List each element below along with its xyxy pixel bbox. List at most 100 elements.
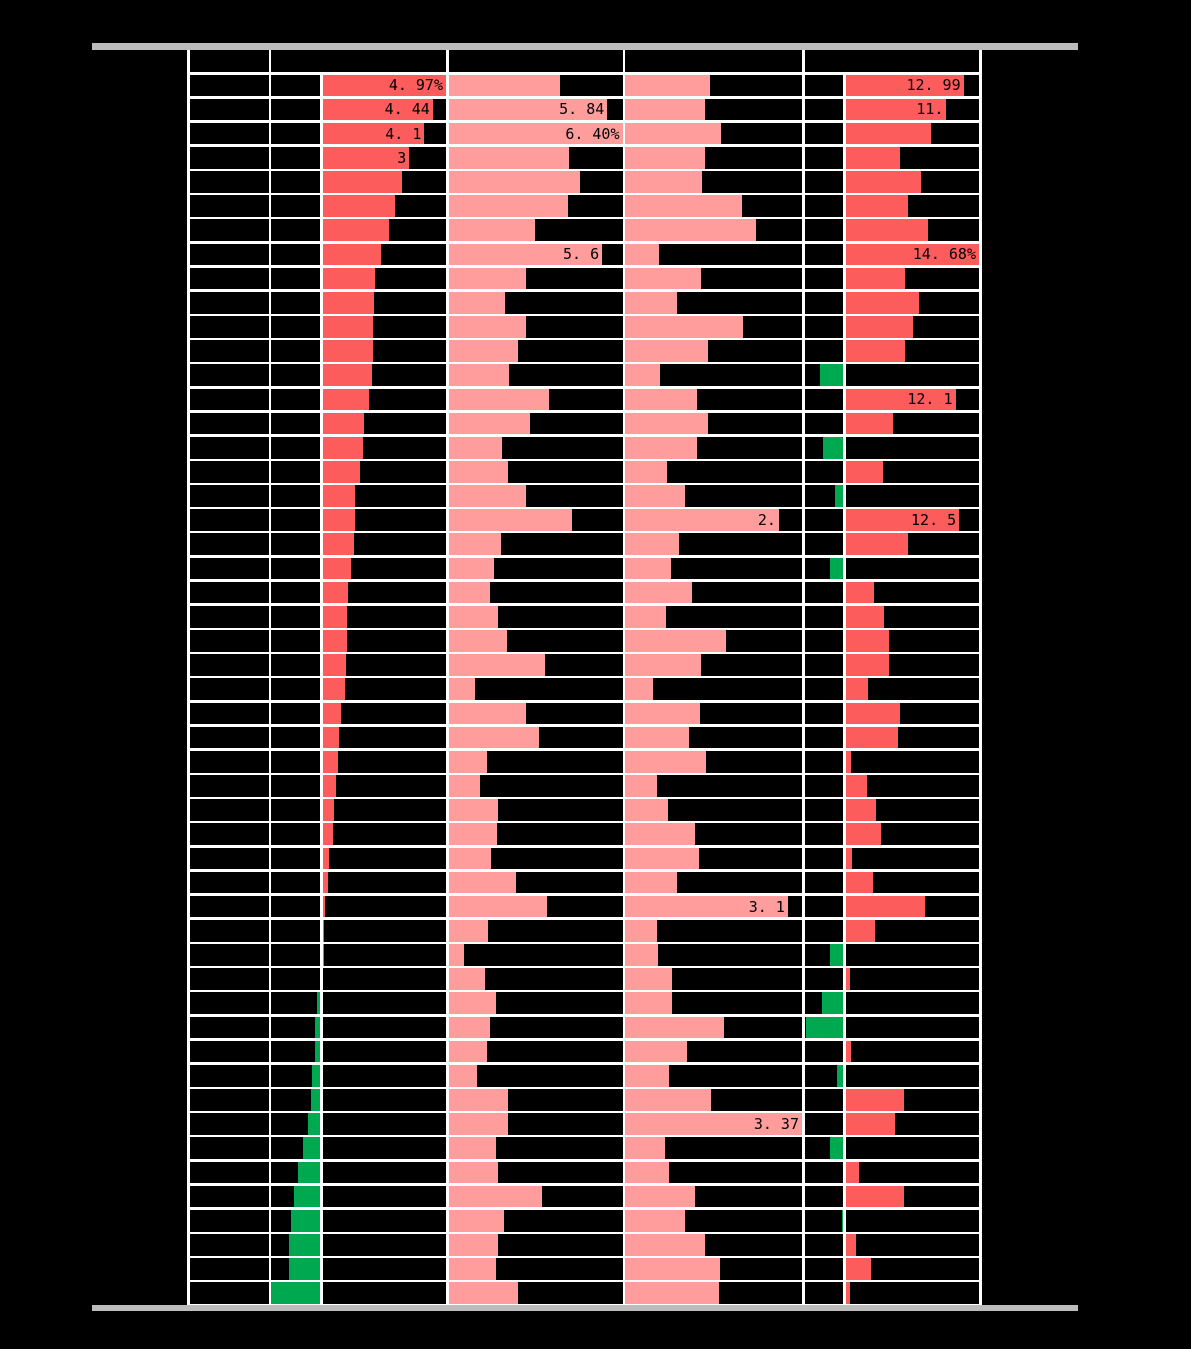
chartA-bar [312, 1064, 320, 1087]
chartD-positive-zone [845, 267, 979, 290]
chartB-cell [448, 461, 623, 483]
chartD-bar [845, 654, 890, 676]
chartD-bar [845, 1113, 895, 1135]
chartC-cell [625, 461, 802, 483]
chartC-cell [625, 267, 802, 290]
chartB-cell [448, 968, 623, 990]
chartC-bar [625, 823, 695, 846]
chartD-negative-zone [804, 1234, 843, 1256]
chartC-cell [625, 750, 802, 773]
chartA-positive-zone [322, 919, 446, 942]
row-label-cell [189, 992, 269, 1015]
chartC-cell [625, 74, 802, 97]
chartD-positive-zone [845, 436, 979, 459]
chartA-bar: 3 [322, 146, 410, 169]
chartA-positive-zone [322, 823, 446, 846]
chartD-negative-zone [804, 775, 843, 797]
chartA-positive-zone [322, 654, 446, 676]
chartC-bar [625, 1137, 665, 1160]
chartA-negative-zone [271, 1282, 320, 1304]
chartB-cell: 5. 6 [448, 243, 623, 266]
chartD-bar-label: 14. 68% [912, 245, 976, 264]
chartD-positive-zone [845, 847, 979, 870]
chartD-positive-zone [845, 1113, 979, 1135]
chartD-bar [845, 316, 913, 338]
chartB-bar [448, 581, 490, 604]
chartC-cell [625, 243, 802, 266]
chartD-negative-zone [804, 1161, 843, 1184]
chartD-positive-zone [845, 1137, 979, 1160]
chartA-positive-zone: 4. 1 [322, 122, 446, 145]
chartC-cell [625, 533, 802, 556]
chartD-negative-zone [804, 1185, 843, 1208]
chartD-negative-zone [804, 654, 843, 676]
chartA-positive-zone [322, 944, 446, 966]
chartD-bar [845, 1234, 857, 1256]
chartA-positive-zone [322, 557, 446, 580]
chartA-negative-zone [271, 146, 320, 169]
row-label-cell [189, 74, 269, 97]
chartC-bar [625, 919, 657, 942]
row-label-cell [189, 678, 269, 701]
chartD-negative-zone [804, 1089, 843, 1111]
chartC-cell [625, 291, 802, 314]
row-label-cell [189, 726, 269, 749]
chartA-positive-zone [322, 678, 446, 701]
chartC-cell: 3. 37 [625, 1113, 802, 1135]
chartA-bar [322, 364, 373, 387]
chartD-negative-zone [804, 171, 843, 193]
chartC-bar [625, 1064, 670, 1087]
chartA-negative-zone [271, 533, 320, 556]
chartA-bar [322, 533, 355, 556]
chartA-bar: 4. 44 [322, 98, 433, 121]
chartA-positive-zone [322, 799, 446, 821]
chartD-negative-zone [804, 243, 843, 266]
chartA-positive-zone [322, 1161, 446, 1184]
chartD-positive-zone [845, 461, 979, 483]
chartD-bar [845, 146, 900, 169]
chartD-bar: 12. 1 [845, 388, 956, 411]
chartD-bar [845, 533, 909, 556]
chartB-cell [448, 799, 623, 821]
chartA-negative-zone [271, 775, 320, 797]
row-label-cell [189, 171, 269, 193]
chartD-negative-zone [804, 195, 843, 217]
chartA-positive-zone [322, 340, 446, 362]
chartC-bar [625, 944, 659, 966]
chartB-cell [448, 340, 623, 362]
chartC-bar [625, 1161, 670, 1184]
chartB-cell [448, 992, 623, 1015]
chartB-cell [448, 316, 623, 338]
chartA-negative-zone [271, 364, 320, 387]
chartC-bar [625, 219, 756, 242]
chartC-bar: 3. 1 [625, 895, 788, 918]
chartD-negative-zone [804, 219, 843, 242]
chartB-bar [448, 219, 535, 242]
chartB-bar [448, 557, 494, 580]
chartC-bar [625, 364, 660, 387]
chartD-positive-zone [845, 557, 979, 580]
chartB-cell [448, 630, 623, 652]
chartB-cell [448, 1137, 623, 1160]
header-cell-3 [448, 49, 623, 72]
row-label-cell [189, 364, 269, 387]
chartD-bar [830, 944, 843, 966]
chartC-cell [625, 195, 802, 217]
chartD-negative-zone [804, 702, 843, 725]
chartA-bar [322, 412, 365, 435]
chartA-positive-zone [322, 171, 446, 193]
chartC-bar [625, 775, 657, 797]
chartC-cell [625, 654, 802, 676]
chartA-negative-zone [271, 1161, 320, 1184]
chartA-bar [322, 171, 402, 193]
row-label-cell [189, 412, 269, 435]
chartA-bar: 4. 97% [322, 74, 446, 97]
chartD-positive-zone [845, 219, 979, 242]
chartA-negative-zone [271, 122, 320, 145]
chartB-cell: 6. 40% [448, 122, 623, 145]
chartD-negative-zone [804, 412, 843, 435]
chartC-cell [625, 1185, 802, 1208]
chartA-bar-label: 4. 44 [384, 100, 430, 119]
chartD-positive-zone [845, 533, 979, 556]
chartB-bar [448, 388, 550, 411]
